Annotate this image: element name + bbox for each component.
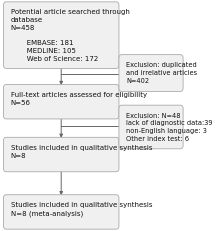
FancyBboxPatch shape <box>3 2 119 68</box>
Text: Potential article searched through
database
N=458

       EMBASE: 181
       MED: Potential article searched through datab… <box>11 9 130 62</box>
FancyBboxPatch shape <box>119 55 183 91</box>
Text: Studies included in qualitative synthesis
N=8 (meta-analysis): Studies included in qualitative synthesi… <box>11 202 152 216</box>
FancyBboxPatch shape <box>3 85 119 119</box>
FancyBboxPatch shape <box>3 137 119 172</box>
Text: Exclusion: N=48
lack of diagnostic data:39
non-English language: 3
Other index t: Exclusion: N=48 lack of diagnostic data:… <box>126 113 213 142</box>
FancyBboxPatch shape <box>3 195 119 229</box>
FancyBboxPatch shape <box>119 105 183 149</box>
Text: Full-text articles assessed for eligibility
N=56: Full-text articles assessed for eligibil… <box>11 92 147 106</box>
Text: Exclusion: duplicated
and irrelative articles
N=402: Exclusion: duplicated and irrelative art… <box>126 62 198 84</box>
Text: Studies included in qualitative synthesis
N=8: Studies included in qualitative synthesi… <box>11 145 152 159</box>
